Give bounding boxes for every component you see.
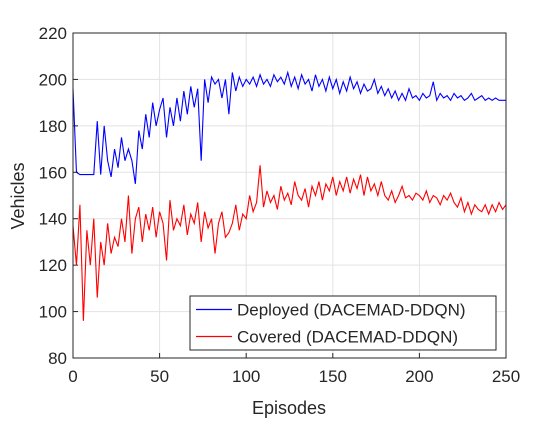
- x-tick-label: 50: [150, 367, 169, 386]
- data-line: [72, 165, 507, 321]
- y-tick-label: 160: [39, 163, 67, 182]
- y-tick-label: 220: [39, 24, 67, 43]
- data-line: [72, 70, 506, 184]
- y-tick-label: 80: [48, 349, 67, 368]
- axes-box: [72, 32, 507, 359]
- x-axis-label: Episodes: [252, 398, 326, 418]
- legend-label: Covered (DACEMAD-DDQN): [237, 328, 458, 347]
- y-axis-label: Vehicles: [8, 162, 28, 229]
- y-tick-label: 100: [39, 303, 67, 322]
- legend-box: [189, 295, 497, 351]
- y-tick-label: 180: [39, 117, 67, 136]
- x-tick-label: 0: [68, 367, 77, 386]
- x-tick-label: 100: [232, 367, 260, 386]
- y-tick-label: 140: [39, 210, 67, 229]
- x-tick-label: 250: [492, 367, 520, 386]
- y-tick-label: 120: [39, 256, 67, 275]
- x-tick-label: 150: [319, 367, 347, 386]
- legend-label: Deployed (DACEMAD-DDQN): [237, 301, 466, 320]
- x-tick-label: 200: [405, 367, 433, 386]
- y-tick-label: 200: [39, 70, 67, 89]
